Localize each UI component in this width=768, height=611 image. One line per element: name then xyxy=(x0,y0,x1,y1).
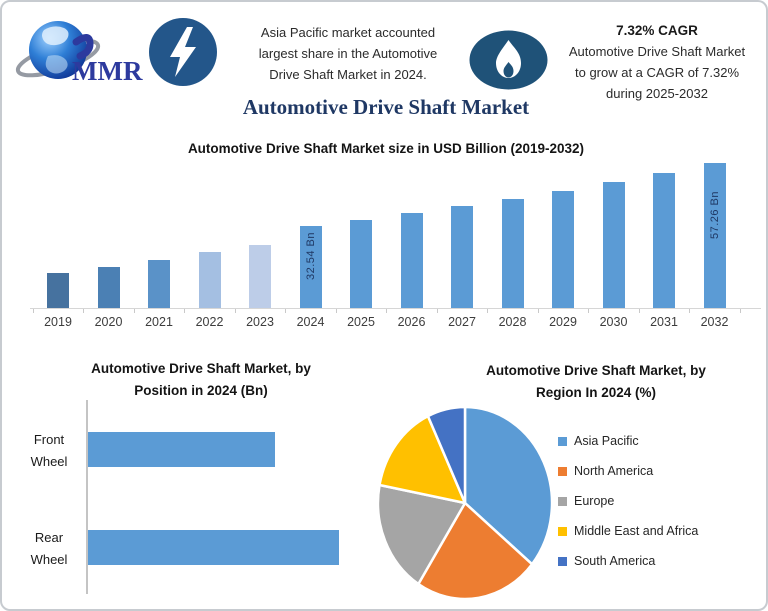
market-size-bar-chart: 32.54 Bn 57.26 Bn xyxy=(2,162,766,308)
region-chart-title-line1: Automotive Drive Shaft Market, by xyxy=(486,363,706,378)
x-axis-tick xyxy=(32,309,34,313)
note-line: largest share in the Automotive xyxy=(258,46,438,61)
bar-2027 xyxy=(451,206,473,308)
x-tick-label-2024: 2024 xyxy=(296,315,325,329)
bar-2024: 32.54 Bn xyxy=(299,226,322,308)
legend-item-asia-pacific: Asia Pacific xyxy=(558,426,763,456)
x-axis-tick xyxy=(184,309,186,313)
legend-item-middle-east-and-africa: Middle East and Africa xyxy=(558,516,763,546)
pie-slice-middle-east-and-africa xyxy=(378,414,467,505)
pie-slice-north-america xyxy=(417,501,534,601)
x-axis-tick xyxy=(335,309,337,313)
x-axis-tick xyxy=(638,309,640,313)
position-chart-y-axis xyxy=(86,400,88,594)
bar-data-label-2024: 32.54 Bn xyxy=(304,232,317,281)
x-axis-tick xyxy=(83,309,85,313)
lightning-bolt-icon xyxy=(149,18,217,86)
x-axis-tick xyxy=(285,309,287,313)
bar-2030 xyxy=(602,182,625,308)
x-axis-line xyxy=(30,308,761,309)
bar-2021 xyxy=(148,260,170,308)
x-axis-tick xyxy=(537,309,539,313)
legend-marker xyxy=(558,436,567,446)
logo-wordmark: MMR xyxy=(72,56,143,86)
pie-slice-europe xyxy=(377,483,467,586)
page-title: Automotive Drive Shaft Market xyxy=(242,95,530,119)
x-axis-tick xyxy=(487,309,489,313)
legend-marker xyxy=(558,466,567,476)
x-tick-label-2030: 2030 xyxy=(599,315,628,329)
rear-wheel-bar xyxy=(88,530,339,565)
x-tick-label-2025: 2025 xyxy=(347,315,375,329)
x-tick-label-2027: 2027 xyxy=(448,315,476,329)
front-wheel-label: Front Wheel xyxy=(30,432,68,469)
legend-item-europe: Europe xyxy=(558,486,763,516)
bar-2026 xyxy=(400,213,423,308)
legend-label: Middle East and Africa xyxy=(574,524,699,538)
x-axis-tick xyxy=(386,309,388,313)
x-tick-label-2032: 2032 xyxy=(700,315,729,329)
flame-icon xyxy=(469,30,548,90)
legend-label: North America xyxy=(574,464,654,478)
legend-item-south-america: South America xyxy=(558,546,763,576)
x-tick-label-2028: 2028 xyxy=(498,315,527,329)
note-line: Automotive Drive Shaft Market xyxy=(568,44,746,59)
legend-label: South America xyxy=(574,554,656,568)
x-tick-label-2023: 2023 xyxy=(246,315,274,329)
note-line: Asia Pacific market accounted xyxy=(260,25,436,40)
pie-slice-asia-pacific xyxy=(463,405,554,566)
cagr-headline: 7.32% CAGR xyxy=(616,23,698,38)
bar-2025 xyxy=(350,220,372,308)
note-line: during 2025-2032 xyxy=(606,86,708,101)
rear-wheel-label: Rear Wheel xyxy=(30,530,68,567)
position-chart-title-line1: Automotive Drive Shaft Market, by xyxy=(91,361,311,376)
region-chart-title-line2: Region In 2024 (%) xyxy=(535,385,657,400)
x-axis-tick xyxy=(436,309,438,313)
bar-2028 xyxy=(501,199,524,308)
x-tick-label-2029: 2029 xyxy=(549,315,577,329)
front-wheel-bar xyxy=(88,432,275,467)
region-legend: Asia Pacific North America Europe Middle Ea… xyxy=(558,426,763,576)
bar-2020 xyxy=(97,267,120,308)
legend-marker xyxy=(558,526,567,536)
bar-2031 xyxy=(653,173,675,308)
x-tick-label-2026: 2026 xyxy=(397,315,426,329)
size-chart-title: Automotive Drive Shaft Market size in US… xyxy=(187,141,585,156)
legend-marker xyxy=(558,496,567,506)
x-tick-label-2020: 2020 xyxy=(94,315,123,329)
x-tick-label-2019: 2019 xyxy=(44,315,72,329)
region-pie-chart xyxy=(377,405,554,601)
bar-2023 xyxy=(249,245,271,308)
note-line: to grow at a CAGR of 7.32% xyxy=(574,65,740,80)
x-axis-tick xyxy=(588,309,590,313)
position-chart-title-line2: Position in 2024 (Bn) xyxy=(134,383,268,398)
x-tick-label-2021: 2021 xyxy=(145,315,173,329)
x-tick-label-2031: 2031 xyxy=(650,315,678,329)
bar-2019 xyxy=(47,273,69,308)
x-axis-tick xyxy=(234,309,236,313)
x-tick-label-2022: 2022 xyxy=(195,315,224,329)
x-axis-tick xyxy=(739,309,741,313)
header-right-note: 7.32% CAGR Automotive Drive Shaft Market… xyxy=(550,20,764,104)
bar-2029 xyxy=(552,191,574,308)
position-chart-title: Automotive Drive Shaft Market, by Positi… xyxy=(20,358,382,402)
region-chart-title: Automotive Drive Shaft Market, by Region… xyxy=(422,360,766,404)
globe-icon xyxy=(15,21,101,79)
legend-label: Europe xyxy=(574,494,615,508)
x-axis-tick xyxy=(133,309,135,313)
bar-data-label-2032: 57.26 Bn xyxy=(708,191,721,240)
pie-slice-south-america xyxy=(426,405,467,505)
bar-2032: 57.26 Bn xyxy=(703,163,726,308)
mmr-logo: MMR xyxy=(15,21,143,86)
legend-item-north-america: North America xyxy=(558,456,763,486)
legend-marker xyxy=(558,556,567,566)
x-axis-tick xyxy=(689,309,691,313)
header-left-note: Asia Pacific market accounted largest sh… xyxy=(214,22,482,85)
legend-label: Asia Pacific xyxy=(574,434,639,448)
note-line: Drive Shaft Market in 2024. xyxy=(269,67,427,82)
bar-2022 xyxy=(198,252,221,308)
